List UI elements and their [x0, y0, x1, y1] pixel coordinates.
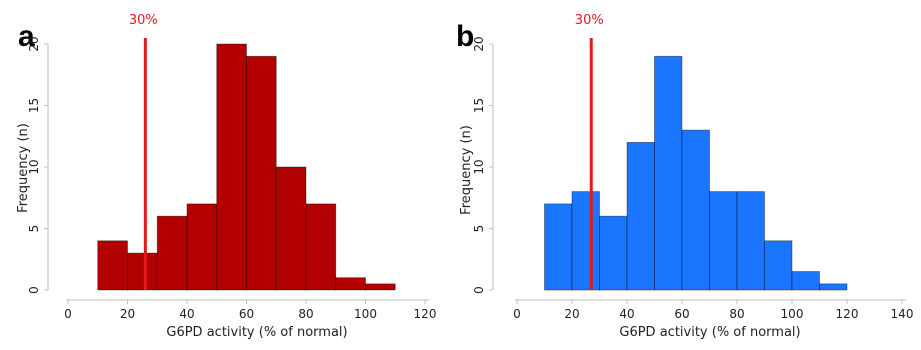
- histogram-bar: [791, 271, 820, 291]
- y-tick-label: 15: [472, 98, 486, 113]
- histogram-bar: [681, 129, 710, 291]
- x-tick-label: 0: [64, 307, 72, 321]
- panel-a-letter: a: [18, 20, 35, 53]
- x-tick-label: 100: [354, 307, 377, 321]
- x-tick-label: 120: [836, 307, 859, 321]
- panel-b-threshold: 30%: [575, 13, 604, 290]
- histogram-bar: [571, 191, 600, 291]
- histogram-bar: [335, 277, 366, 291]
- x-tick-label: 140: [891, 307, 914, 321]
- x-tick-label: 80: [298, 307, 313, 321]
- histogram-bar: [275, 166, 307, 291]
- y-tick-label: 0: [472, 286, 486, 294]
- x-tick-label: 20: [120, 307, 135, 321]
- histogram-bar: [365, 283, 396, 291]
- x-tick-label: 40: [179, 307, 194, 321]
- histogram-bar: [736, 191, 765, 291]
- panel-a-threshold: 30%: [129, 13, 158, 290]
- x-tick-label: 80: [729, 307, 744, 321]
- x-tick-label: 20: [564, 307, 579, 321]
- panel-a-chart: a 0 20 40 60 80 100 120 0 5 10 15 20 30% G6PD activ…: [16, 13, 436, 340]
- y-tick-label: 10: [472, 159, 486, 174]
- y-tick-label: 0: [27, 286, 41, 294]
- panel-a-bars: [97, 43, 396, 291]
- x-tick-label: 120: [414, 307, 437, 321]
- panel-a-y-axis-label: Frequency (n): [16, 123, 31, 213]
- x-tick-label: 60: [239, 307, 254, 321]
- histogram-bar: [654, 55, 683, 291]
- panel-b-x-axis-label: G6PD activity (% of normal): [619, 325, 800, 340]
- histogram-bar: [127, 252, 158, 291]
- y-tick-label: 20: [27, 36, 41, 51]
- histogram-bar: [305, 203, 337, 291]
- histogram-bar: [97, 240, 128, 291]
- panel-b-letter: b: [456, 20, 474, 53]
- x-tick-label: 100: [781, 307, 804, 321]
- y-tick-label: 20: [472, 36, 486, 51]
- threshold-label: 30%: [575, 13, 604, 28]
- histogram-bar: [216, 43, 247, 291]
- histogram-bar: [186, 203, 218, 291]
- x-tick-label: 40: [619, 307, 634, 321]
- panel-b-chart: b 0 20 40 60 80 100 120 140 0 5 10 15 20 30% G6PD ac…: [456, 13, 913, 340]
- panel-b-axes: 0 20 40 60 80 100 120 140 0 5 10 15 20: [472, 36, 913, 321]
- histogram-bar: [156, 215, 188, 291]
- histogram-bar: [626, 141, 655, 291]
- histogram-bar: [544, 203, 573, 291]
- threshold-label: 30%: [129, 13, 158, 28]
- y-tick-label: 15: [27, 98, 41, 113]
- panel-b-y-axis-label: Frequency (n): [459, 125, 474, 215]
- y-tick-label: 5: [472, 225, 486, 233]
- histogram-bar: [819, 283, 848, 291]
- x-tick-label: 0: [513, 307, 521, 321]
- histogram-bar: [246, 55, 277, 291]
- x-tick-label: 60: [674, 307, 689, 321]
- panel-a-x-axis-label: G6PD activity (% of normal): [166, 325, 347, 340]
- histogram-bar: [764, 240, 793, 291]
- y-tick-label: 10: [27, 159, 41, 174]
- histogram-bar: [709, 191, 738, 291]
- panel-a-axes: 0 20 40 60 80 100 120 0 5 10 15 20: [27, 36, 436, 321]
- panel-b-bars: [544, 55, 848, 291]
- histogram-bar: [599, 215, 628, 291]
- y-tick-label: 5: [27, 225, 41, 233]
